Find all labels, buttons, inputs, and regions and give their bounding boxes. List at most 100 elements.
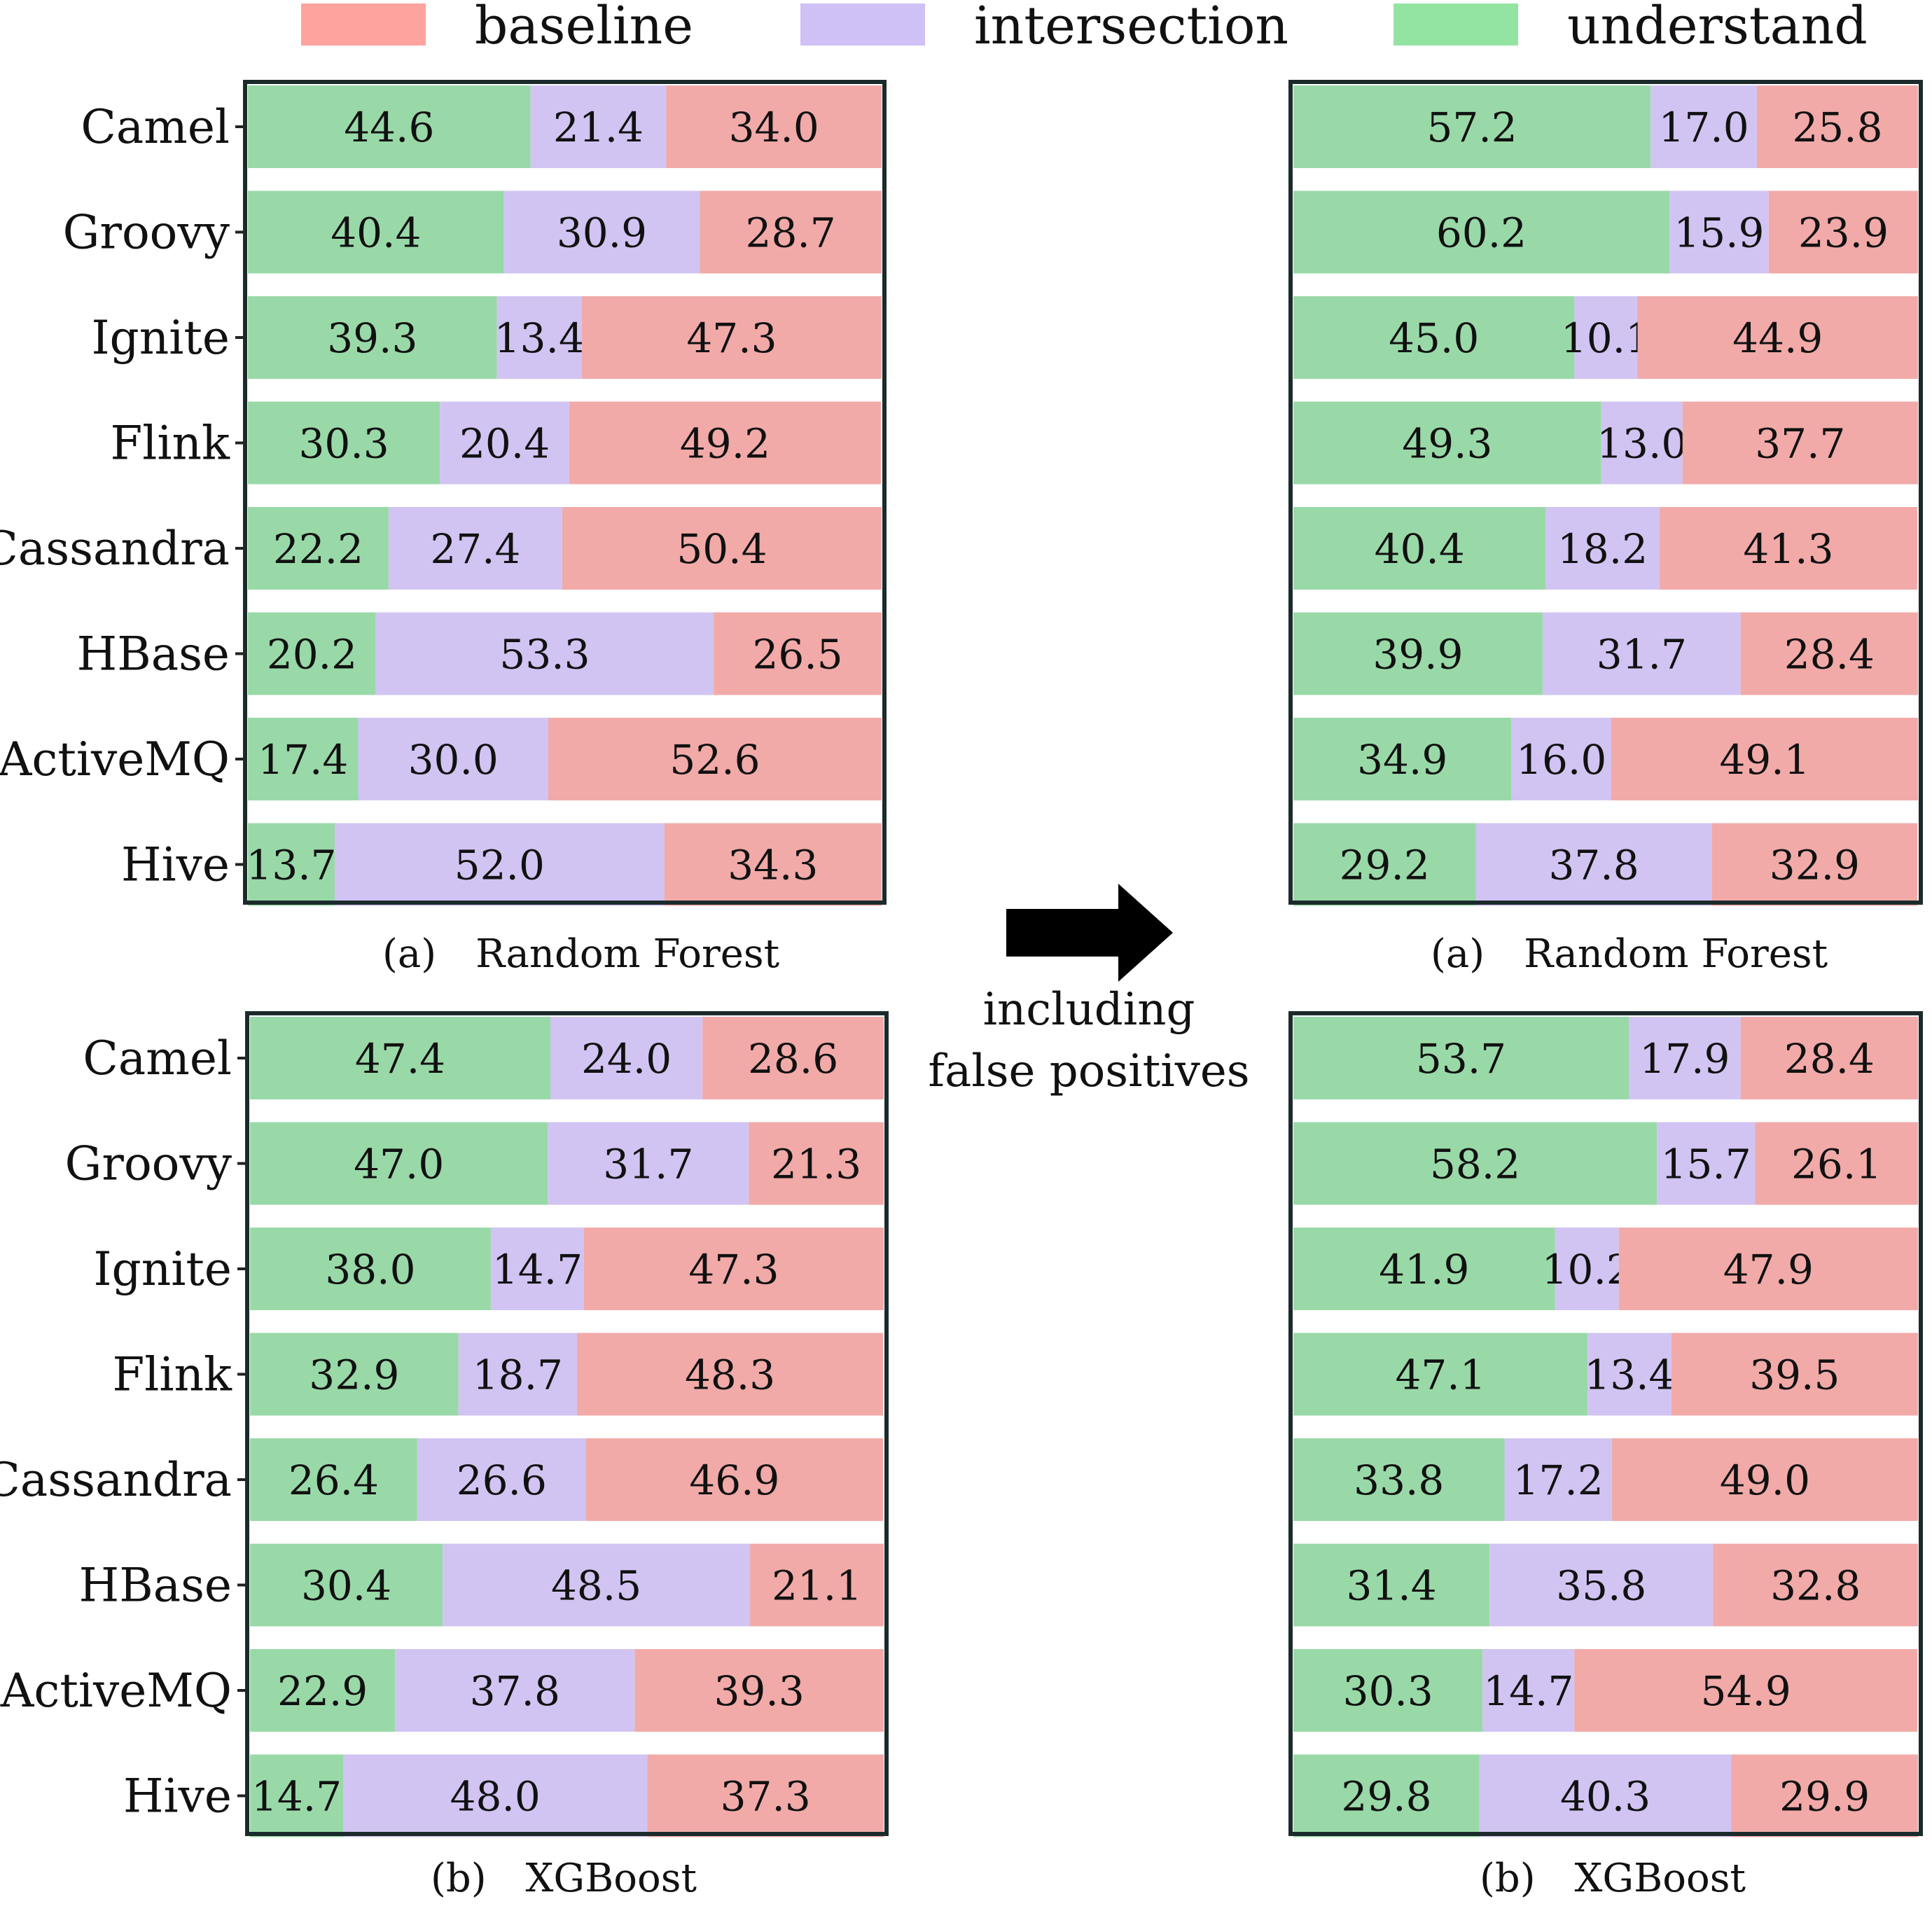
bar-segment-baseline xyxy=(1659,507,1918,590)
data-label-understand: 40.4 xyxy=(331,209,421,257)
data-label-intersection: 14.7 xyxy=(492,1246,583,1293)
bar-segment-intersection xyxy=(1479,1754,1732,1837)
bar-segment-baseline xyxy=(702,1017,884,1099)
data-label-understand: 58.2 xyxy=(1430,1141,1520,1188)
data-label-baseline: 46.9 xyxy=(689,1457,779,1504)
data-label-understand: 33.8 xyxy=(1354,1457,1444,1504)
data-label-intersection: 13.4 xyxy=(494,314,585,362)
bar-segment-intersection xyxy=(375,612,714,695)
data-label-baseline: 28.6 xyxy=(748,1035,838,1083)
data-label-intersection: 26.6 xyxy=(457,1457,547,1504)
data-label-intersection: 17.0 xyxy=(1658,104,1749,151)
bar-segment-intersection xyxy=(1650,85,1757,168)
bar-segment-understand xyxy=(248,401,440,485)
bar-segment-understand xyxy=(248,823,335,906)
bar-segment-baseline xyxy=(1756,85,1918,168)
bar-segment-understand xyxy=(250,1438,417,1521)
bar-segment-understand xyxy=(1293,718,1512,800)
bar-segment-understand xyxy=(248,718,359,800)
category-tick-label: Hive xyxy=(121,838,230,892)
category-tick-label: Cassandra xyxy=(0,1453,232,1507)
bar-segment-intersection xyxy=(443,1543,751,1627)
bar-segment-baseline xyxy=(1711,823,1918,906)
caption-title: XGBoost xyxy=(1574,1856,1746,1901)
data-label-baseline: 29.9 xyxy=(1779,1773,1870,1821)
data-label-intersection: 14.7 xyxy=(1483,1667,1573,1715)
bar-segment-baseline xyxy=(1740,1017,1918,1099)
bar-segment-baseline xyxy=(1671,1333,1918,1416)
data-label-baseline: 32.8 xyxy=(1770,1562,1861,1610)
bar-segment-baseline xyxy=(666,85,882,168)
bar-segment-understand xyxy=(250,1122,548,1205)
bar-segment-baseline xyxy=(1731,1754,1918,1837)
data-label-baseline: 47.3 xyxy=(686,314,777,362)
bar-segment-intersection xyxy=(1669,190,1769,274)
data-label-baseline: 28.7 xyxy=(746,209,836,257)
category-tick-label: Flink xyxy=(110,417,230,471)
bar-segment-understand xyxy=(250,1754,344,1837)
bar-segment-baseline xyxy=(664,823,882,906)
data-label-understand: 29.8 xyxy=(1341,1773,1431,1821)
bar-segment-intersection xyxy=(548,1122,749,1205)
data-label-understand: 22.2 xyxy=(273,525,363,573)
category-tick-label: Flink xyxy=(112,1348,232,1402)
data-label-intersection: 24.0 xyxy=(581,1035,672,1083)
bar-segment-understand xyxy=(1293,1122,1658,1205)
bar-segment-understand xyxy=(1293,1017,1629,1099)
category-tick-label: HBase xyxy=(79,1559,232,1613)
data-label-baseline: 49.0 xyxy=(1720,1457,1810,1504)
category-tick-label: Cassandra xyxy=(0,522,230,576)
data-label-intersection: 31.7 xyxy=(603,1141,693,1188)
bar-segment-baseline xyxy=(1637,296,1918,379)
caption-title: XGBoost xyxy=(525,1856,697,1901)
data-label-understand: 60.2 xyxy=(1436,209,1527,257)
caption-rf-left: (a) Random Forest xyxy=(382,931,779,977)
caption-tag: (a) xyxy=(1431,931,1485,977)
bar-segment-baseline xyxy=(1682,401,1918,485)
legend-label-understand: understand xyxy=(1567,0,1868,56)
data-label-baseline: 28.4 xyxy=(1784,631,1875,679)
data-label-understand: 47.4 xyxy=(355,1035,445,1083)
bar-segment-baseline xyxy=(562,507,882,590)
data-label-intersection: 20.4 xyxy=(459,420,550,468)
bar-segment-baseline xyxy=(700,190,882,274)
bar-segment-intersection xyxy=(334,823,665,906)
bar-segment-intersection xyxy=(1511,718,1612,800)
caption-xgb-left: (b) XGBoost xyxy=(431,1856,697,1901)
data-label-baseline: 26.5 xyxy=(753,631,843,679)
data-label-intersection: 48.0 xyxy=(450,1773,541,1821)
chart-xgb-right: 53.7 17.9 28.4 58.2 15.7 26.1 41.9 10.2 47.9 47.1… xyxy=(1288,1011,1923,1837)
category-tick-label: ActiveMQ xyxy=(0,1664,232,1718)
bar-segment-intersection xyxy=(417,1438,586,1521)
chart-rf-right: 57.2 17.0 25.8 60.2 15.9 23.9 45.0 10.1 44.9 49.3… xyxy=(1288,80,1923,906)
bar-segment-baseline xyxy=(1611,718,1918,800)
data-label-intersection: 21.4 xyxy=(553,104,644,151)
data-label-baseline: 23.9 xyxy=(1798,209,1889,257)
annotation-note: including false positives xyxy=(910,979,1267,1102)
bar-segment-intersection xyxy=(550,1017,703,1099)
category-tick-label: HBase xyxy=(77,627,230,681)
bar-segment-baseline xyxy=(1713,1543,1918,1627)
data-label-intersection: 10.2 xyxy=(1542,1246,1632,1293)
data-label-understand: 39.3 xyxy=(327,314,417,362)
data-label-understand: 45.0 xyxy=(1389,314,1479,362)
data-label-understand: 44.6 xyxy=(344,104,434,151)
bar-segment-intersection xyxy=(358,718,548,800)
data-label-baseline: 26.1 xyxy=(1791,1141,1882,1188)
bar-segment-baseline xyxy=(548,718,882,800)
bar-segment-baseline xyxy=(714,612,882,695)
annotation-line-2: false positives xyxy=(928,1045,1250,1097)
bar-segment-baseline xyxy=(1618,1228,1918,1310)
data-label-baseline: 39.3 xyxy=(714,1667,805,1715)
data-label-intersection: 37.8 xyxy=(470,1667,560,1715)
bar-segment-understand xyxy=(1293,823,1476,906)
category-tick-label: ActiveMQ xyxy=(0,732,230,786)
bar-segment-intersection xyxy=(388,507,562,590)
category-tick-label: Camel xyxy=(81,100,230,154)
data-label-understand: 47.1 xyxy=(1395,1351,1485,1399)
data-label-intersection: 48.5 xyxy=(551,1562,641,1610)
category-tick-label: Ignite xyxy=(91,311,230,365)
bar-segment-understand xyxy=(250,1333,459,1416)
bar-segment-understand xyxy=(1293,1438,1505,1521)
